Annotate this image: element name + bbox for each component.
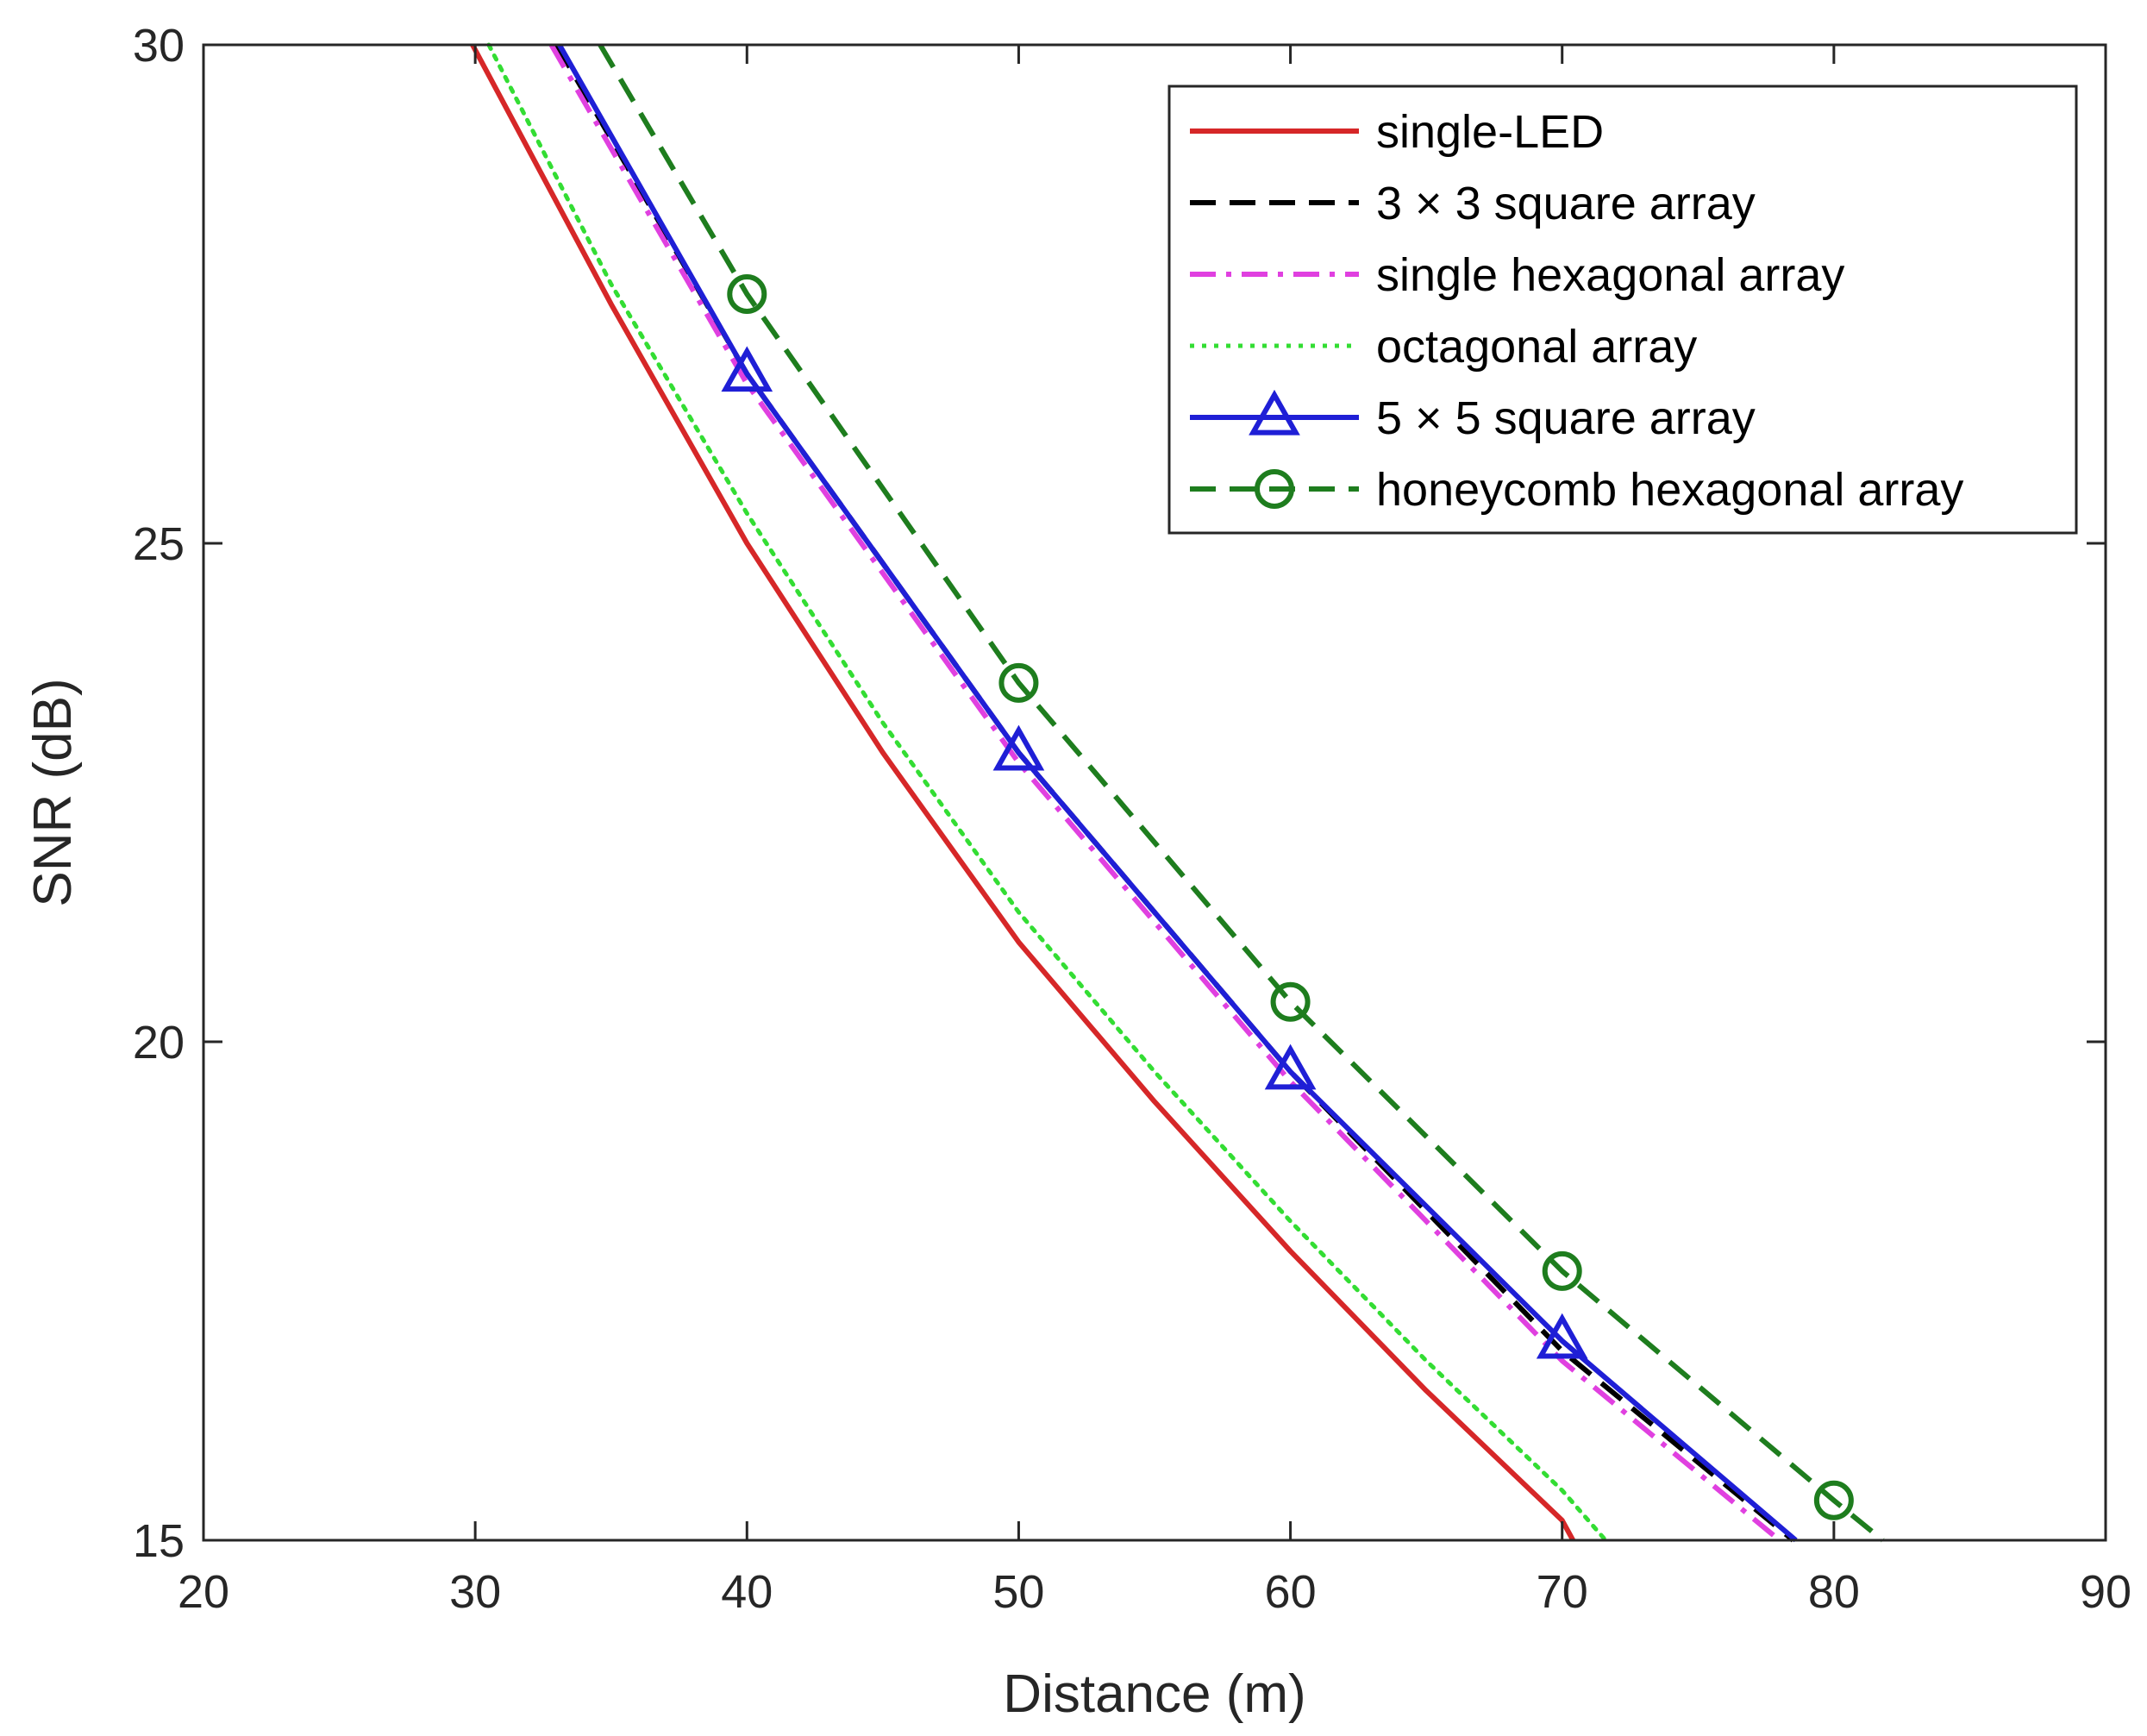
x-tick-label: 30 [449,1566,501,1618]
x-tick-label: 20 [178,1566,229,1618]
series-5 [598,43,1885,1543]
series-line-5 [598,43,1885,1543]
x-tick-label: 70 [1537,1566,1588,1618]
series-2 [548,43,1781,1543]
y-axis-label: SNR (dB) [23,678,83,906]
legend-label: single hexagonal array [1376,249,1844,301]
legend-entry: octagonal array [1190,321,1697,373]
legend-marker [1249,389,1300,436]
data-point [992,724,1045,771]
y-tick-label: 20 [133,1017,185,1069]
y-tick-label: 25 [133,518,185,570]
legend-entry: single-LED [1190,106,1604,158]
x-tick-label: 90 [2080,1566,2131,1618]
x-tick-label: 60 [1265,1566,1317,1618]
plot-frame [202,43,2107,1542]
series-0 [470,43,1575,1542]
data-point [998,662,1039,703]
legend-marker [1255,469,1294,509]
x-tick-label: 80 [1808,1566,1860,1618]
data-point [1270,981,1311,1022]
legend-label: honeycomb hexagonal array [1376,464,1963,516]
legend-entry: 3 × 3 square array [1190,178,1756,229]
y-tick-label: 15 [133,1515,185,1567]
legend: single-LED 3 × 3 square array single hexag… [1167,85,2078,535]
data-point [1813,1480,1854,1520]
data-point [727,274,767,314]
series-3 [486,42,1608,1543]
legend-box [1167,85,2078,535]
series-line-3 [486,42,1608,1543]
x-axis-label: Distance (m) [1003,1664,1305,1724]
data-point [1536,1313,1588,1359]
legend-label: single-LED [1376,106,1604,158]
series-4 [557,43,1798,1543]
legend-entry: 5 × 5 square array [1190,389,1756,444]
legend-label: 3 × 3 square array [1376,178,1756,229]
x-tick-label: 40 [721,1566,773,1618]
x-tick-label: 50 [992,1566,1044,1618]
legend-entry: single hexagonal array [1190,249,1844,301]
series-line-0 [470,43,1575,1542]
data-point [1264,1043,1317,1090]
legend-entry: honeycomb hexagonal array [1190,464,1963,516]
series-line-4 [557,43,1798,1543]
series-line-2 [548,43,1781,1543]
legend-label: octagonal array [1376,321,1697,373]
data-point [1542,1250,1582,1291]
legend-label: 5 × 5 square array [1376,392,1756,444]
series-layer [470,42,1885,1543]
y-tick-label: 30 [133,20,185,72]
data-point [721,346,773,392]
